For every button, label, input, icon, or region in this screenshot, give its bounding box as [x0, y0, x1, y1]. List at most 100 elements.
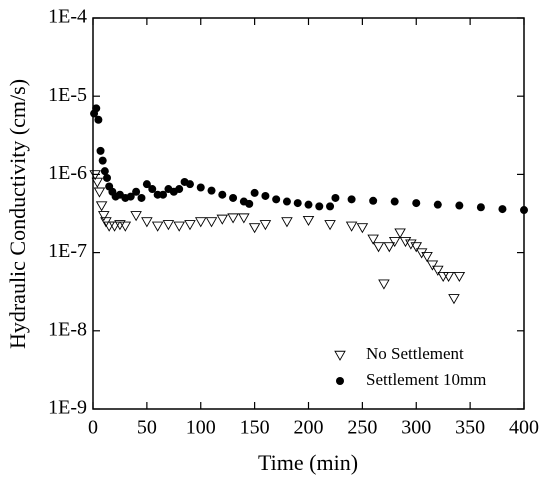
point	[250, 188, 259, 197]
point	[281, 217, 293, 228]
point	[97, 211, 110, 222]
legend-marker	[336, 377, 344, 385]
point	[194, 217, 207, 228]
x-tick-label: 150	[240, 417, 270, 439]
point	[498, 205, 507, 214]
point	[399, 236, 412, 248]
point	[437, 271, 449, 283]
point	[378, 279, 390, 290]
point	[100, 167, 109, 176]
y-tick-label: 1E-5	[48, 84, 87, 106]
point	[95, 201, 108, 212]
y-tick-label: 1E-6	[48, 162, 87, 184]
point	[216, 214, 229, 225]
y-tick-label: 1E-8	[48, 318, 87, 340]
point	[207, 186, 216, 195]
point	[91, 177, 104, 188]
y-tick-label: 1E-4	[48, 6, 87, 28]
y-axis-title: Hydraulic Conductivity (cm/s)	[5, 79, 30, 349]
point	[89, 170, 101, 181]
point	[261, 191, 270, 200]
point	[293, 199, 302, 208]
point	[442, 271, 455, 283]
x-tick-label: 250	[347, 417, 377, 439]
point	[185, 180, 194, 189]
point	[259, 220, 272, 231]
point	[92, 104, 101, 113]
point	[455, 201, 464, 210]
point	[367, 234, 379, 245]
point	[347, 195, 356, 204]
point	[331, 193, 340, 202]
y-tick-label: 1E-9	[48, 397, 87, 419]
point	[405, 239, 417, 250]
x-tick-label: 0	[88, 417, 98, 439]
point	[345, 221, 358, 232]
point	[520, 206, 528, 215]
point	[229, 193, 238, 202]
point	[372, 242, 385, 253]
point	[227, 213, 239, 224]
point	[415, 248, 428, 259]
point	[196, 183, 205, 192]
point	[248, 223, 261, 234]
x-tick-label: 300	[401, 417, 431, 439]
point	[448, 294, 460, 305]
point	[93, 187, 106, 198]
point	[476, 203, 485, 212]
point	[421, 251, 433, 263]
x-tick-label: 50	[137, 417, 157, 439]
x-tick-label: 350	[455, 417, 485, 439]
point	[412, 199, 421, 208]
point	[304, 200, 313, 209]
point	[453, 271, 466, 283]
point	[137, 193, 146, 202]
legend-marker	[334, 350, 346, 361]
point	[98, 156, 107, 165]
y-tick-label: 1E-7	[48, 240, 87, 262]
point	[148, 185, 157, 194]
point	[130, 211, 142, 222]
point	[383, 242, 396, 253]
legend-label: Settlement 10mm	[366, 370, 486, 389]
point	[175, 185, 184, 194]
point	[432, 265, 444, 276]
point	[142, 180, 151, 189]
point	[96, 146, 105, 155]
point	[205, 217, 218, 228]
point	[356, 223, 369, 234]
point	[324, 220, 336, 231]
point	[94, 115, 103, 124]
x-tick-label: 200	[294, 417, 324, 439]
x-tick-label: 400	[509, 417, 539, 439]
x-axis-title: Time (min)	[258, 450, 358, 475]
point	[394, 228, 406, 239]
point	[184, 220, 196, 231]
point	[369, 196, 378, 205]
point	[272, 195, 281, 204]
point	[433, 200, 442, 209]
point	[162, 220, 175, 231]
point	[103, 173, 112, 182]
point	[426, 260, 439, 271]
point	[238, 213, 250, 224]
legend-label: No Settlement	[366, 344, 464, 363]
point	[315, 202, 324, 211]
point	[141, 217, 153, 228]
point	[282, 197, 291, 206]
point	[326, 202, 335, 211]
point	[218, 190, 227, 199]
point	[388, 236, 401, 248]
point	[410, 242, 423, 253]
point	[245, 199, 254, 208]
point	[302, 215, 315, 227]
point	[151, 221, 164, 232]
point	[108, 221, 121, 232]
point	[126, 192, 135, 201]
x-tick-label: 100	[186, 417, 216, 439]
point	[132, 187, 141, 196]
point	[159, 190, 168, 199]
point	[119, 221, 132, 232]
point	[390, 197, 399, 206]
